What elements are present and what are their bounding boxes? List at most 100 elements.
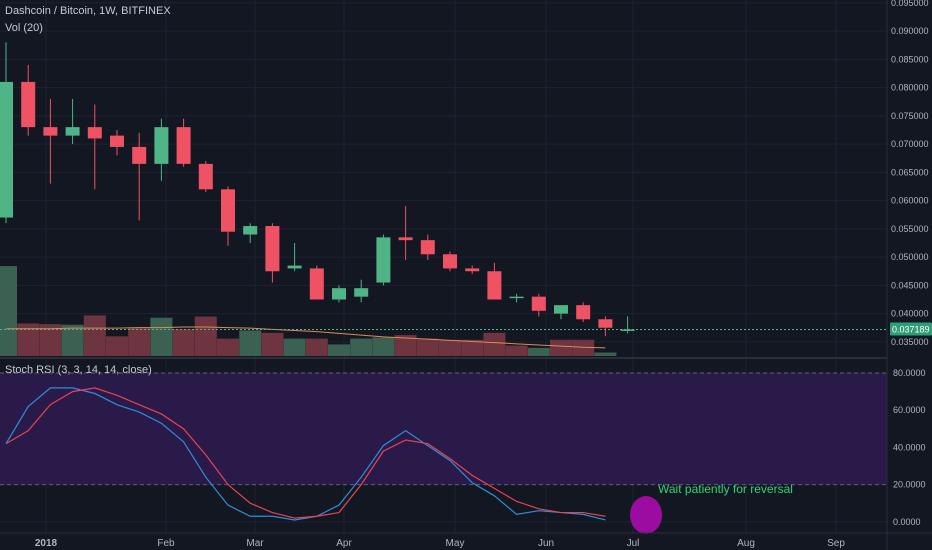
time-tick-label: Sep	[827, 538, 845, 549]
price-tick-label: 0.040000	[891, 309, 929, 319]
candle-body	[354, 288, 369, 297]
volume-bar	[0, 266, 17, 356]
candle-body	[465, 268, 480, 272]
time-tick-label: Mar	[246, 538, 264, 549]
time-tick-label: Aug	[737, 538, 755, 549]
candle-body	[43, 127, 58, 136]
stoch-rsi-k-line	[5, 387, 606, 521]
candle-body	[154, 127, 169, 164]
volume-bar	[483, 332, 506, 356]
volume-bar	[594, 352, 617, 356]
price-tick-label: 0.095000	[891, 0, 929, 8]
volume-bar	[461, 339, 484, 356]
candle-body	[0, 81, 13, 218]
price-tick-label: 0.060000	[891, 196, 929, 206]
stoch-rsi-band	[0, 373, 887, 485]
volume-ma-line	[6, 326, 606, 349]
volume-bar	[527, 347, 550, 356]
volume-bar	[416, 338, 439, 356]
rsi-tick-label: 40.0000	[893, 442, 926, 452]
volume-bar	[106, 336, 128, 356]
volume-bar	[394, 335, 417, 356]
price-tick-label: 0.065000	[891, 167, 929, 177]
candle-body	[65, 127, 80, 136]
candle-body	[265, 226, 280, 272]
candle-body	[110, 135, 124, 147]
candle-body	[398, 237, 413, 241]
volume-label: Vol (20)	[5, 22, 43, 34]
volume-bar	[217, 338, 239, 356]
candle-body	[598, 319, 613, 328]
volume-bar	[505, 345, 528, 356]
rsi-tick-label: 80.0000	[893, 368, 926, 378]
last-price-tag-text: 0.037189	[892, 325, 930, 335]
price-tick-label: 0.085000	[891, 54, 929, 64]
price-tick-label: 0.050000	[891, 252, 929, 262]
candle-body	[554, 305, 568, 314]
stoch-rsi-axis-ticks: 0.0000 20.0000 40.0000 60.0000 80.0000	[893, 368, 926, 527]
candle-body	[443, 254, 457, 269]
time-tick-label: Jul	[627, 538, 640, 549]
candle-body	[87, 127, 102, 139]
price-tick-label: 0.045000	[891, 280, 929, 290]
candle-body	[198, 163, 213, 190]
price-axis-ticks: 0.035000 0.040000 0.045000 0.050000 0.055000…	[891, 0, 929, 347]
price-tick-label: 0.055000	[891, 224, 929, 234]
time-tick-label: Apr	[336, 538, 352, 549]
volume-bar	[17, 323, 40, 356]
time-tick-label: 2018	[35, 538, 58, 549]
rsi-tick-label: 60.0000	[893, 405, 926, 415]
price-candles	[0, 42, 635, 337]
last-price-tag	[890, 322, 932, 336]
price-tick-label: 0.090000	[891, 26, 929, 36]
candle-body	[221, 189, 235, 232]
time-axis-ticks: 2018 Feb Mar Apr May Jun Jul Aug Sep	[35, 538, 845, 549]
candle-body	[21, 81, 36, 128]
stoch-rsi-label: Stoch RSI (3, 3, 14, 14, close)	[5, 364, 152, 376]
volume-bar	[261, 332, 284, 356]
volume-bar	[150, 317, 173, 356]
volume-bar	[83, 315, 106, 356]
reversal-highlight-ellipse	[630, 496, 662, 534]
candle-body	[509, 296, 524, 299]
volume-bar	[305, 338, 328, 356]
candle-body	[176, 127, 191, 164]
time-tick-label: May	[446, 538, 465, 549]
volume-bar	[39, 324, 62, 356]
candle-body	[332, 288, 346, 300]
volume-bar	[239, 330, 262, 356]
volume-bar	[572, 339, 595, 356]
candle-body	[487, 271, 502, 300]
annotation-text: Wait patiently for reversal	[658, 482, 793, 496]
price-tick-label: 0.035000	[891, 337, 929, 347]
stoch-rsi-d-line	[5, 387, 606, 519]
candle-body	[420, 240, 435, 255]
symbol-title: Dashcoin / Bitcoin, 1W, BITFINEX	[5, 5, 171, 17]
volume-bars	[0, 266, 617, 356]
price-tick-label: 0.075000	[891, 111, 929, 121]
candle-body	[243, 226, 258, 235]
rsi-tick-label: 0.0000	[893, 517, 921, 527]
rsi-tick-label: 20.0000	[893, 480, 926, 490]
stoch-rsi-band-lines	[0, 372, 887, 486]
time-tick-label: Feb	[157, 538, 175, 549]
volume-bar	[128, 328, 151, 356]
candle-body	[287, 265, 302, 269]
volume-bar	[172, 329, 195, 356]
time-tick-label: Jun	[538, 538, 554, 549]
candle-body	[309, 268, 324, 300]
price-tick-label: 0.070000	[891, 139, 929, 149]
candle-body	[531, 296, 546, 311]
volume-bar	[439, 339, 461, 356]
candle-body	[620, 329, 635, 331]
candle-body	[576, 305, 591, 320]
volume-bar	[283, 338, 306, 356]
volume-bar	[61, 324, 84, 356]
volume-bar	[194, 316, 217, 356]
candle-body	[376, 237, 391, 283]
volume-bar	[350, 338, 373, 356]
candle-body	[132, 146, 147, 164]
volume-bar	[372, 337, 395, 356]
volume-bar	[328, 344, 350, 356]
